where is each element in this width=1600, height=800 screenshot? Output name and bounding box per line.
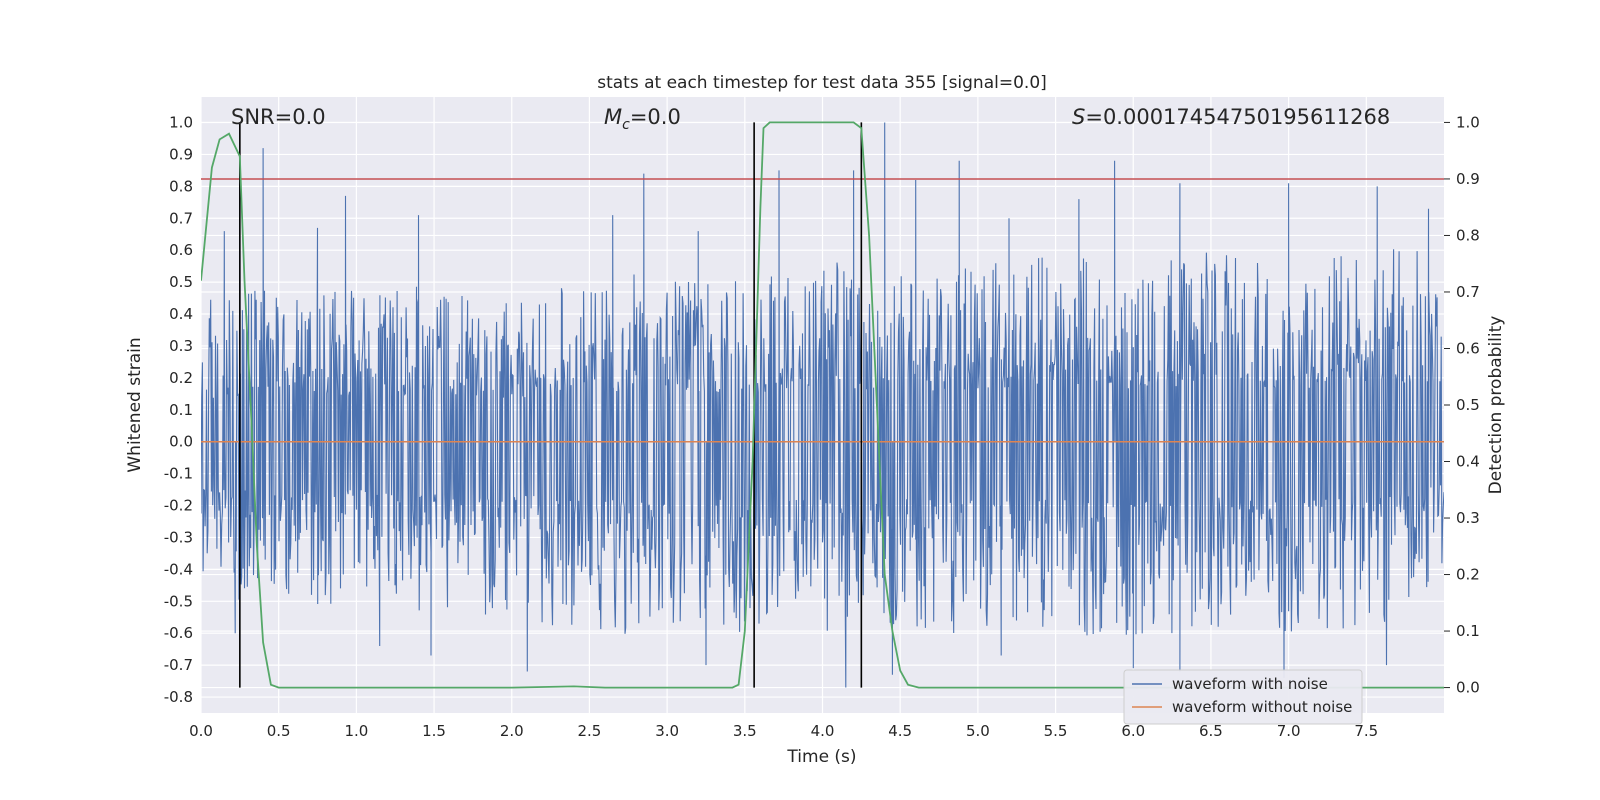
chirp-mass-value: =0.0 [630,105,681,129]
x-tick-labels: 0.0 0.5 1.0 1.5 2.0 2.5 3.0 3.5 4.0 4.5 5.0 5.5 6.0 6… [189,722,1378,740]
x-tick-label: 4.0 [811,722,835,740]
y-left-tick-label: 1.0 [169,114,193,132]
y-left-tick-label: 0.5 [169,273,193,291]
y-right-tick-label: 0.2 [1456,566,1480,584]
y-left-tick-label: 0.3 [169,337,193,355]
y-left-tick-label: -0.3 [164,528,193,546]
s-value: =0.00017454750195611268 [1085,105,1390,129]
detection-probability-line [201,121,1444,689]
y-left-tick-label: 0.1 [169,401,193,419]
y-left-tick-label: 0.2 [169,369,193,387]
y-right-tick-label: 0.7 [1456,283,1480,301]
y-left-tick-labels: 1.0 0.9 0.8 0.7 0.6 0.5 0.4 0.3 0.2 0.1 0.0 -0.1 -0.… [164,114,193,707]
y-right-tick-labels: 1.0 0.9 0.8 0.7 0.6 0.5 0.4 0.3 0.2 0.1 0.0 [1444,113,1480,697]
x-tick-label: 3.0 [655,722,679,740]
y-left-tick-label: 0.6 [169,241,193,259]
y-left-tick-label: -0.2 [164,497,193,515]
x-tick-label: 0.5 [267,722,291,740]
y-right-tick-label: 0.8 [1456,226,1480,244]
y-right-tick-label: 0.5 [1456,396,1480,414]
x-tick-label: 6.0 [1121,722,1145,740]
noise-series-group [201,122,1444,688]
y-left-tick-label: 0.8 [169,177,193,195]
y-axis-right-label: Detection probability [1486,316,1506,495]
y-left-tick-label: -0.4 [164,560,193,578]
x-tick-label: 5.0 [966,722,990,740]
y-right-tick-label: 0.1 [1456,622,1480,640]
y-right-tick-label: 0.4 [1456,453,1480,471]
y-left-tick-label: 0.9 [169,145,193,163]
x-axis-label: Time (s) [786,747,856,767]
x-tick-label: 2.5 [578,722,602,740]
y-left-tick-label: -0.8 [164,688,193,706]
chirp-mass-symbol: M [604,105,622,129]
x-tick-label: 0.0 [189,722,213,740]
x-tick-label: 7.0 [1277,722,1301,740]
y-left-tick-label: -0.5 [164,592,193,610]
y-right-tick-label: 1.0 [1456,113,1480,131]
chirp-mass-subscript: c [622,117,630,133]
chart-title: stats at each timestep for test data 355… [597,73,1047,93]
y-axis-left-label: Whitened strain [125,337,145,472]
y-left-tick-label: -0.7 [164,656,193,674]
noise-waveform-line [201,122,1444,688]
s-symbol: S [1072,105,1085,129]
x-tick-label: 4.5 [888,722,912,740]
x-tick-label: 5.5 [1044,722,1068,740]
y-right-tick-label: 0.6 [1456,339,1480,357]
y-left-tick-label: 0.7 [169,209,193,227]
probability-series-group [201,121,1444,689]
x-tick-label: 1.5 [422,722,446,740]
y-left-tick-label: 0.0 [169,433,193,451]
y-right-tick-label: 0.3 [1456,509,1480,527]
x-tick-label: 7.5 [1354,722,1378,740]
legend: waveform with noise waveform without noi… [1123,669,1363,725]
s-annotation: S=0.00017454750195611268 [1072,105,1390,129]
x-tick-label: 6.5 [1199,722,1223,740]
plot-area [201,121,1444,689]
chirp-mass-annotation: Mc=0.0 [604,105,681,133]
snr-annotation: SNR=0.0 [231,105,326,129]
y-left-tick-label: -0.6 [164,624,193,642]
x-tick-label: 1.0 [344,722,368,740]
y-right-tick-label: 0.9 [1456,170,1480,188]
legend-label-noise: waveform with noise [1172,675,1328,693]
y-left-tick-label: 0.4 [169,305,193,323]
x-tick-label: 2.0 [500,722,524,740]
y-right-tick-label: 0.0 [1456,679,1480,697]
y-left-tick-label: -0.1 [164,465,193,483]
legend-label-clean: waveform without noise [1172,698,1352,716]
x-tick-label: 3.5 [733,722,757,740]
legend-box [1123,669,1363,725]
